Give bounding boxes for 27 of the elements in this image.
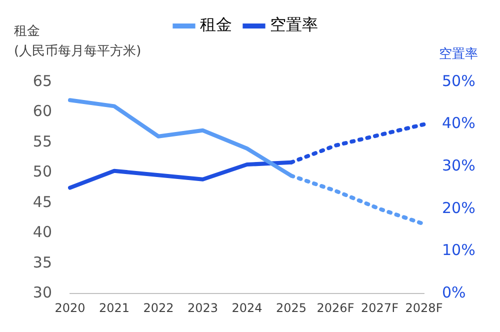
x-tick-label: 2020 bbox=[54, 300, 86, 315]
y2-tick-label: 40% bbox=[442, 114, 476, 132]
y-tick-label: 35 bbox=[32, 253, 52, 272]
x-tick-label: 2021 bbox=[98, 300, 130, 315]
y-tick-label: 55 bbox=[32, 132, 52, 150]
x-tick-label: 2024 bbox=[232, 300, 262, 315]
legend-label: 空置率 bbox=[270, 15, 318, 34]
y-tick-label: 40 bbox=[32, 223, 52, 242]
legend-label: 租金 bbox=[200, 15, 232, 34]
y2-tick-label: 50% bbox=[442, 72, 476, 90]
y2-axis-title: 空置率 bbox=[439, 46, 478, 64]
y2-tick-label: 30% bbox=[442, 156, 476, 175]
y-tick-label: 60 bbox=[32, 102, 52, 120]
y-tick-label: 50 bbox=[32, 162, 52, 181]
y-tick-label: 45 bbox=[32, 192, 52, 211]
x-tick-label: 2025 bbox=[276, 300, 307, 315]
y2-tick-label: 10% bbox=[442, 241, 476, 260]
y2-tick-label: 0% bbox=[442, 283, 466, 302]
x-tick-label: 2026F bbox=[316, 300, 354, 315]
y-tick-label: 65 bbox=[32, 72, 52, 90]
y-tick-label: 30 bbox=[32, 283, 52, 302]
x-tick-label: 2027F bbox=[361, 300, 399, 315]
x-tick-label: 2023 bbox=[187, 300, 218, 315]
y-axis-title: 租金 (人民币每月每平方米) bbox=[14, 23, 142, 61]
y2-tick-label: 20% bbox=[442, 198, 476, 217]
x-tick-label: 2022 bbox=[143, 300, 174, 315]
x-tick-label: 2028F bbox=[405, 300, 443, 315]
